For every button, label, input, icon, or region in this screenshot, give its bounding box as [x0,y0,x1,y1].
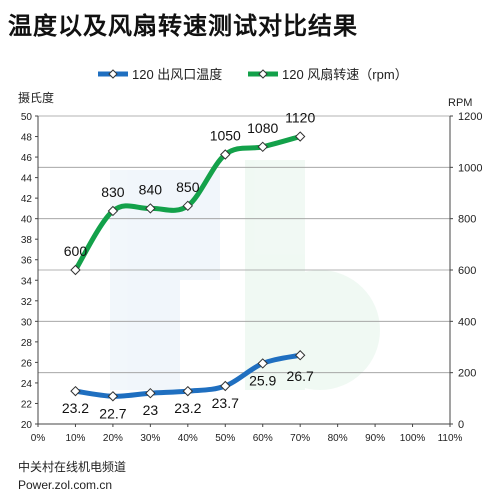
x-tick-label: 70% [290,433,310,444]
axes: 20 22 24 26 28 30 32 34 36 38 40 42 44 46 48 50 0 200 400 6… [18,90,482,444]
data-point [182,200,194,212]
y-tick-label-right: 200 [458,368,476,380]
data-point [220,380,231,392]
y-tick-label-right: 400 [458,316,476,328]
data-point [70,264,81,276]
data-label: 23 [143,402,159,418]
legend-marker [258,69,268,79]
data-label: 26.7 [287,368,314,384]
data-point [107,391,119,402]
data-label: 1050 [210,128,241,144]
watermark [110,160,380,390]
y-tick-label-left: 42 [21,194,33,205]
x-tick-label: 110% [438,433,463,444]
chart-title: 温度以及风扇转速测试对比结果 [8,13,358,40]
footer-url: Power.zol.com.cn [18,478,113,492]
x-tick-label: 10% [65,433,85,444]
x-tick-label: 30% [140,433,160,444]
y-tick-label-left: 44 [21,174,33,185]
x-tick-label: 40% [178,433,198,444]
data-point [257,358,268,369]
data-label: 830 [101,184,125,200]
x-tick-label: 20% [103,433,123,444]
x-tick-label: 100% [400,433,426,444]
y-tick-label-left: 28 [21,338,33,349]
data-label: 22.7 [99,405,126,421]
data-label: 1080 [247,120,278,136]
data-label: 23.2 [174,400,201,416]
legend-marker [108,69,118,79]
data-label: 600 [64,243,88,259]
y-tick-label-left: 48 [21,133,33,144]
data-label: 25.9 [249,372,276,388]
data-point [107,205,119,217]
legend-label: 120 出风口温度 [132,67,222,82]
data-label: 840 [139,181,163,197]
data-labels: 23.2 22.7 23 23.2 23.7 25.9 26.7 600 830 840 850 10… [62,110,316,422]
data-point [294,350,306,361]
data-label: 23.2 [62,400,89,416]
data-point [182,385,194,397]
data-label: 850 [176,179,200,195]
y-tick-label-left: 46 [21,153,33,164]
x-tick-label: 60% [253,433,273,444]
data-point [145,387,156,399]
legend: 120 出风口温度 120 风扇转速（rpm） [98,67,408,82]
y-tick-label-left: 26 [21,358,33,369]
grid [38,115,450,425]
y-tick-label-left: 38 [21,235,33,246]
y-tick-label-right: 0 [458,419,464,431]
y-tick-label-right: 1200 [458,111,482,123]
data-point [145,203,156,214]
y-tick-label-left: 50 [21,112,33,123]
y-tick-label-left: 30 [21,317,33,328]
x-tick-label: 90% [365,433,385,444]
series [70,131,306,402]
y-axis-label-right: RPM [448,97,472,109]
y-tick-label-right: 800 [458,214,476,226]
y-tick-label-right: 1000 [458,162,482,174]
y-tick-label-left: 20 [21,420,33,431]
data-point [220,149,231,160]
legend-label: 120 风扇转速（rpm） [282,67,408,82]
y-axis-label-left: 摄氏度 [18,90,54,105]
x-tick-label: 80% [328,433,348,444]
x-tick-label: 0% [31,433,46,444]
footer-source: 中关村在线机电频道 [18,460,127,474]
data-point [294,131,306,142]
y-tick-label-left: 22 [21,399,33,410]
x-tick-label: 50% [215,433,235,444]
data-point [257,141,268,153]
y-tick-label-left: 36 [21,256,33,267]
y-tick-label-left: 32 [21,297,33,308]
data-label: 1120 [285,110,315,126]
y-tick-label-right: 600 [458,265,476,277]
y-tick-label-left: 40 [21,215,33,226]
data-point [70,385,81,397]
y-tick-label-left: 34 [21,276,33,287]
data-label: 23.7 [212,395,239,411]
y-tick-label-left: 24 [21,379,33,390]
